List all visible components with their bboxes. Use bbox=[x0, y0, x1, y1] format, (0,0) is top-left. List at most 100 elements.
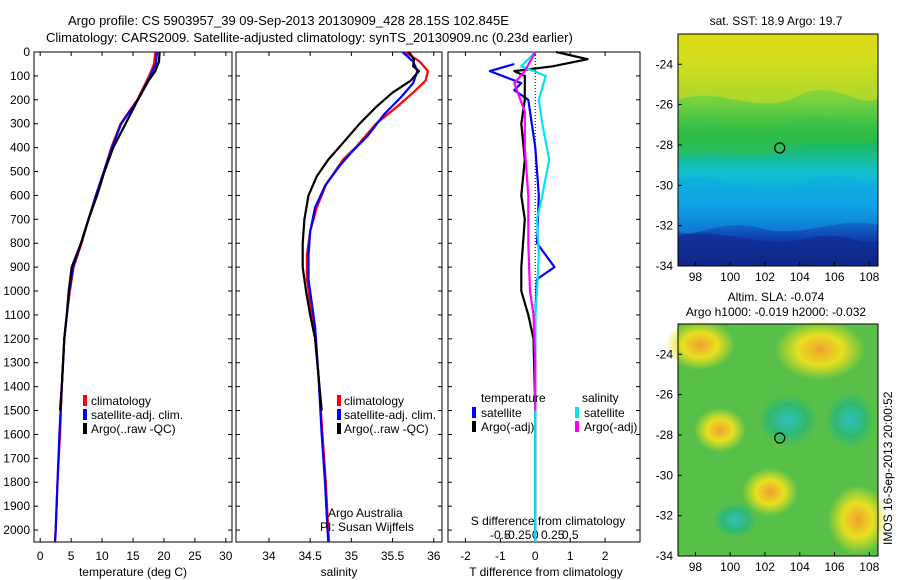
legend-label-climatology: climatology bbox=[344, 394, 404, 408]
series-line-difference-3 bbox=[513, 51, 537, 411]
map-lat-tick-label: -32 bbox=[656, 509, 674, 523]
salinity-tick-labels: 34 34.5 35 35.5 36 bbox=[262, 52, 441, 563]
legend-swatch-s-argo bbox=[575, 421, 579, 432]
title-line-2: Climatology: CARS2009. Satellite-adjuste… bbox=[46, 30, 573, 45]
depth-tick-label: 2000 bbox=[3, 523, 30, 537]
map-lon-tick-label: 104 bbox=[790, 270, 810, 284]
map-lon-tick-label: 106 bbox=[825, 270, 845, 284]
sst-map-tick-labels: 98 100 102 104 106 108 -24 -26 -28 -30 -32 -34 bbox=[656, 57, 880, 284]
depth-tick-label: 500 bbox=[10, 165, 30, 179]
sst-map-title: sat. SST: 18.9 Argo: 19.7 bbox=[710, 14, 843, 28]
salinity-axis-label: salinity bbox=[321, 565, 358, 579]
legend-swatch-satellite bbox=[337, 409, 341, 420]
sla-warm-eddy bbox=[828, 485, 888, 555]
depth-tick-label: 1600 bbox=[3, 427, 30, 441]
sla-map-title-line-2: Argo h1000: -0.019 h2000: -0.032 bbox=[686, 305, 866, 319]
legend-swatch-s-satellite bbox=[575, 407, 579, 418]
sst-front-warm bbox=[678, 34, 878, 104]
x-tick-label: 5 bbox=[68, 549, 75, 563]
depth-tick-label: 900 bbox=[10, 260, 30, 274]
sla-cool-eddy bbox=[713, 502, 757, 538]
map-lat-tick-label: -34 bbox=[656, 259, 674, 273]
legend-title-salinity: salinity bbox=[582, 391, 619, 405]
annotation-argo-australia: Argo Australia bbox=[328, 506, 403, 520]
t-difference-axis-label: T difference from climatology bbox=[469, 565, 623, 579]
legend-label-t-satellite: satellite bbox=[481, 406, 522, 420]
series-line-salinity-1 bbox=[307, 51, 419, 543]
depth-tick-label: 1500 bbox=[3, 404, 30, 418]
x-tick-label: 0 bbox=[532, 549, 539, 563]
map-lon-tick-label: 106 bbox=[825, 560, 845, 574]
sla-warm-eddy bbox=[775, 320, 865, 380]
annotation-pi: PI: Susan Wijffels bbox=[320, 520, 414, 534]
temperature-axis-label: temperature (deg C) bbox=[79, 565, 187, 579]
map-lat-tick-label: -30 bbox=[656, 468, 674, 482]
sla-map-tick-labels: 98 100 102 104 106 108 -24 -26 -28 -30 -32 -34 bbox=[656, 347, 880, 574]
x-tick-label: 2 bbox=[602, 549, 609, 563]
legend-title-temperature: temperature bbox=[481, 391, 546, 405]
sst-map-frame bbox=[677, 33, 879, 267]
map-lon-tick-label: 102 bbox=[755, 560, 775, 574]
legend-label-satellite: satellite-adj. clim. bbox=[91, 408, 183, 422]
x-tick-label: 0 bbox=[37, 549, 44, 563]
x-tick-label: 35 bbox=[345, 549, 359, 563]
depth-tick-label: 1700 bbox=[3, 451, 30, 465]
sla-warm-eddy bbox=[742, 468, 798, 516]
legend-swatch-climatology bbox=[337, 395, 341, 406]
imos-footer: IMOS 16-Sep-2013 20:00:52 bbox=[881, 391, 895, 545]
x-tick-label: 34 bbox=[262, 549, 276, 563]
depth-tick-label: 100 bbox=[10, 69, 30, 83]
map-lat-tick-label: -26 bbox=[656, 98, 674, 112]
depth-tick-label: 300 bbox=[10, 117, 30, 131]
sst-argo-location-marker bbox=[774, 142, 786, 154]
sst-map bbox=[677, 33, 879, 267]
x-tick-label: 34.5 bbox=[298, 549, 322, 563]
salinity-legend: climatology satellite-adj. clim. Argo(..… bbox=[337, 394, 436, 436]
map-lat-tick-label: -28 bbox=[656, 138, 674, 152]
map-lat-tick-label: -24 bbox=[656, 347, 674, 361]
sla-map bbox=[665, 320, 888, 557]
series-line-salinity-2 bbox=[301, 51, 420, 411]
sla-map-title-line-1: Altim. SLA: -0.074 bbox=[728, 290, 825, 304]
title-line-1: Argo profile: CS 5903957_39 09-Sep-2013 … bbox=[68, 13, 509, 28]
depth-tick-label: 1300 bbox=[3, 356, 30, 370]
legend-label-t-argo: Argo(-adj) bbox=[481, 420, 534, 434]
salinity-panel-frame bbox=[235, 51, 443, 543]
x-tick-label: 36 bbox=[427, 549, 441, 563]
legend-swatch-satellite bbox=[83, 409, 87, 420]
legend-label-climatology: climatology bbox=[91, 394, 151, 408]
temperature-legend: climatology satellite-adj. clim. Argo(..… bbox=[83, 394, 183, 436]
sla-cool-eddy bbox=[825, 392, 875, 448]
x-tick-label: 1 bbox=[567, 549, 574, 563]
sst-front-cool bbox=[678, 176, 878, 234]
sla-argo-location-marker bbox=[774, 432, 786, 444]
map-lat-tick-label: -32 bbox=[656, 219, 674, 233]
depth-tick-label: 1100 bbox=[4, 308, 30, 322]
depth-tick-label: 1900 bbox=[3, 499, 30, 513]
sla-map-frame bbox=[677, 323, 879, 557]
depth-tick-label: 1000 bbox=[3, 284, 30, 298]
x-tick-label: 15 bbox=[126, 549, 140, 563]
legend-swatch-argo bbox=[83, 423, 87, 434]
legend-label-s-satellite: satellite bbox=[584, 406, 625, 420]
map-lat-tick-label: -30 bbox=[656, 178, 674, 192]
depth-tick-label: 600 bbox=[10, 188, 30, 202]
s-diff-tick-label: 0.25 bbox=[541, 528, 565, 542]
x-tick-label: -2 bbox=[460, 549, 471, 563]
map-lon-tick-label: 102 bbox=[755, 270, 775, 284]
depth-tick-label: 700 bbox=[10, 212, 30, 226]
map-lon-tick-label: 100 bbox=[720, 270, 740, 284]
sla-warm-eddy bbox=[694, 408, 746, 452]
depth-tick-label: 200 bbox=[10, 93, 30, 107]
depth-tick-label: 0 bbox=[23, 45, 30, 59]
map-lat-tick-label: -26 bbox=[656, 388, 674, 402]
x-tick-label: 25 bbox=[188, 549, 202, 563]
sla-cool-eddy bbox=[758, 394, 818, 446]
legend-swatch-argo bbox=[337, 423, 341, 434]
legend-label-satellite: satellite-adj. clim. bbox=[344, 408, 436, 422]
map-lat-tick-label: -24 bbox=[656, 57, 674, 71]
legend-label-argo: Argo(..raw -QC) bbox=[91, 422, 176, 436]
series-line-temperature-2 bbox=[58, 51, 161, 411]
map-lon-tick-label: 98 bbox=[689, 560, 703, 574]
